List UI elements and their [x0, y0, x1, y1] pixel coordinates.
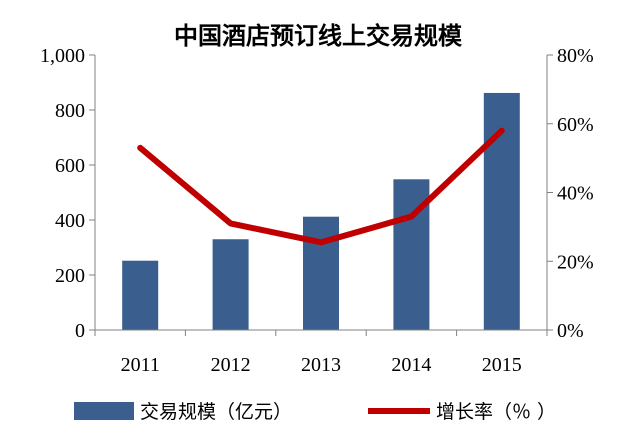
- legend-line-label: 增长率（％ ）: [436, 401, 556, 423]
- x-tick-label: 2015: [482, 354, 522, 376]
- y-left-tick-label: 400: [55, 210, 85, 232]
- growth-point-2013: [320, 241, 322, 244]
- growth-point-2012: [229, 222, 232, 225]
- legend-bar-label: 交易规模（亿元）: [140, 401, 292, 423]
- x-tick-label: 2012: [211, 354, 251, 376]
- y-right-tick-label: 80%: [557, 45, 594, 67]
- y-right-tick-label: 40%: [557, 183, 594, 205]
- x-tick-label: 2013: [301, 354, 341, 376]
- bar-2013: [303, 216, 339, 330]
- growth-point-2014: [410, 215, 413, 218]
- growth-point-2011: [139, 146, 142, 149]
- y-right-tick-label: 20%: [557, 251, 594, 273]
- y-left-tick-label: 800: [55, 100, 85, 122]
- bar-2011: [122, 260, 159, 330]
- y-left-tick-label: 200: [55, 265, 85, 287]
- y-left-tick-label: 1,000: [40, 45, 85, 67]
- y-right-tick-label: 0%: [557, 320, 584, 342]
- y-right-tick-label: 60%: [557, 114, 594, 136]
- legend-bar-swatch: [74, 402, 134, 420]
- y-left-tick-label: 600: [55, 155, 85, 177]
- chart-title: 中国酒店预订线上交易规模: [174, 21, 463, 50]
- bar-2012: [212, 239, 249, 330]
- legend: 交易规模（亿元） 增长率（％ ）: [74, 401, 556, 423]
- x-tick-label: 2011: [121, 354, 160, 376]
- growth-point-2015: [500, 129, 503, 132]
- x-tick-label: 2014: [391, 354, 431, 376]
- plot-area: 0 200 400 600 800 1,000 0% 20% 40% 60% 80% 2011 2012…: [40, 45, 594, 376]
- y-left-tick-label: 0: [75, 320, 85, 342]
